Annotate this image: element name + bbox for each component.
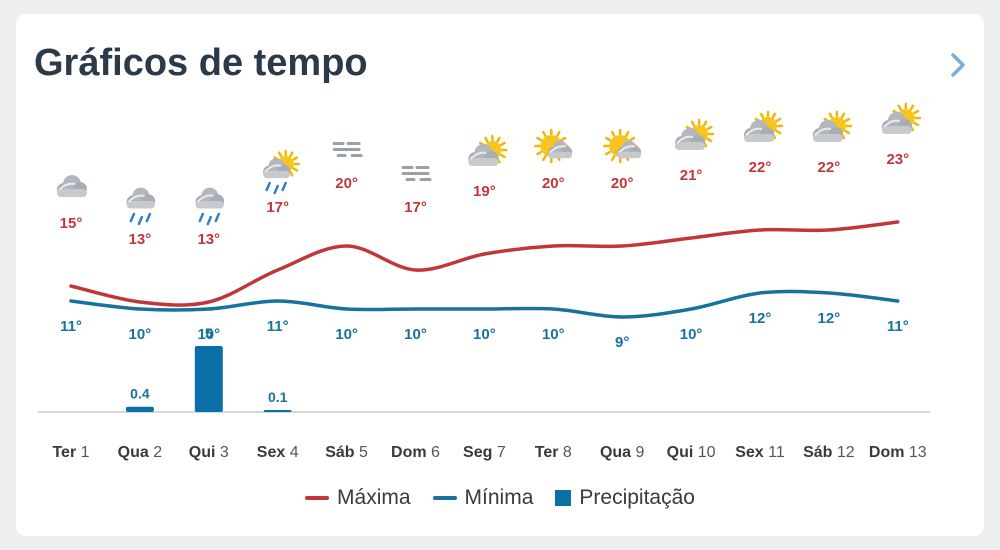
legend-label: Precipitação xyxy=(579,486,695,509)
legend-item-precip[interactable]: Precipitação xyxy=(555,486,695,510)
legend-swatch xyxy=(555,490,572,506)
min-temp-label: 10° xyxy=(473,326,496,343)
max-temp-label: 20° xyxy=(611,175,634,192)
weather-chart-card: Gráficos de tempo 0.4 5 0.1 15° 11° Ter 1 13° 1… xyxy=(16,14,984,536)
partly-cloudy-icon xyxy=(812,110,853,142)
fog-icon xyxy=(401,166,432,181)
min-temp-label: 10° xyxy=(680,326,703,343)
max-temp-line xyxy=(69,220,900,307)
partly-cloudy-icon xyxy=(468,134,508,166)
page-title: Gráficos de tempo xyxy=(34,42,368,84)
weather-chart: 0.4 5 0.1 15° 11° Ter 1 13° 10° Qua 2 13° 10° Qui 3… xyxy=(38,102,930,461)
sun-cloud-icon xyxy=(602,128,642,164)
precip-label: 0.4 xyxy=(130,386,150,402)
max-temp-label: 20° xyxy=(542,175,565,192)
precip-bar xyxy=(263,410,292,412)
x-tick-label: Seg 7 xyxy=(463,444,506,461)
chevron-right-icon[interactable] xyxy=(946,50,970,80)
precip-bar xyxy=(125,406,154,412)
precip-label: 0.1 xyxy=(268,389,288,405)
max-temp-label: 13° xyxy=(197,231,220,248)
x-tick-label: Qui 10 xyxy=(667,444,716,461)
partly-cloudy-icon xyxy=(744,110,784,142)
min-temp-label: 9° xyxy=(615,334,629,351)
legend-item-min[interactable]: Mínima xyxy=(432,486,534,510)
min-temp-label: 11° xyxy=(887,318,909,335)
precip-bar xyxy=(194,346,223,412)
fog-icon xyxy=(332,142,363,157)
max-temp-label: 15° xyxy=(60,215,83,232)
cloud-rain-icon xyxy=(195,187,225,226)
min-temp-label: 10° xyxy=(404,326,427,343)
max-temp-label: 17° xyxy=(404,199,427,216)
min-temp-label: 11° xyxy=(267,318,289,335)
sun-cloud-rain-icon xyxy=(263,149,300,195)
legend-swatch xyxy=(432,496,457,500)
x-tick-label: Qui 3 xyxy=(189,444,229,461)
max-temp-label: 22° xyxy=(749,159,772,176)
max-temp-label: 23° xyxy=(886,151,909,168)
x-tick-label: Sáb 12 xyxy=(803,444,855,461)
min-temp-label: 11° xyxy=(60,318,82,335)
x-tick-label: Ter 1 xyxy=(52,444,89,461)
cloud-rain-icon xyxy=(126,187,156,226)
legend-label: Máxima xyxy=(337,486,411,509)
min-temp-label: 10° xyxy=(542,326,565,343)
partly-cloudy-icon xyxy=(675,118,715,150)
x-tick-label: Dom 13 xyxy=(869,444,927,461)
min-temp-label: 10° xyxy=(335,326,358,343)
max-temp-label: 19° xyxy=(473,183,496,200)
max-temp-label: 17° xyxy=(266,199,289,216)
chart-legend: Máxima Mínima Precipitação xyxy=(16,486,984,510)
precip-label: 5 xyxy=(205,325,213,341)
max-temp-label: 22° xyxy=(818,159,841,176)
min-temp-line xyxy=(69,289,900,319)
legend-label: Mínima xyxy=(464,486,534,509)
x-tick-label: Sáb 5 xyxy=(325,444,368,461)
x-tick-label: Sex 4 xyxy=(257,444,299,461)
sun-cloud-icon xyxy=(534,128,573,164)
min-temp-label: 12° xyxy=(749,310,772,327)
x-tick-label: Ter 8 xyxy=(535,444,572,461)
legend-item-max[interactable]: Máxima xyxy=(305,486,411,510)
x-tick-label: Qua 2 xyxy=(118,444,163,461)
x-tick-label: Dom 6 xyxy=(391,444,440,461)
min-temp-label: 10° xyxy=(129,326,152,343)
legend-swatch xyxy=(305,496,330,500)
min-temp-label: 10° xyxy=(197,326,220,343)
max-temp-label: 13° xyxy=(129,231,152,248)
x-tick-label: Qua 9 xyxy=(600,444,645,461)
x-tick-label: Sex 11 xyxy=(735,444,785,461)
cloud-icon xyxy=(57,175,87,197)
min-temp-label: 12° xyxy=(818,310,841,327)
partly-cloudy-icon xyxy=(881,102,922,134)
max-temp-label: 21° xyxy=(680,167,703,184)
max-temp-label: 20° xyxy=(335,175,358,192)
